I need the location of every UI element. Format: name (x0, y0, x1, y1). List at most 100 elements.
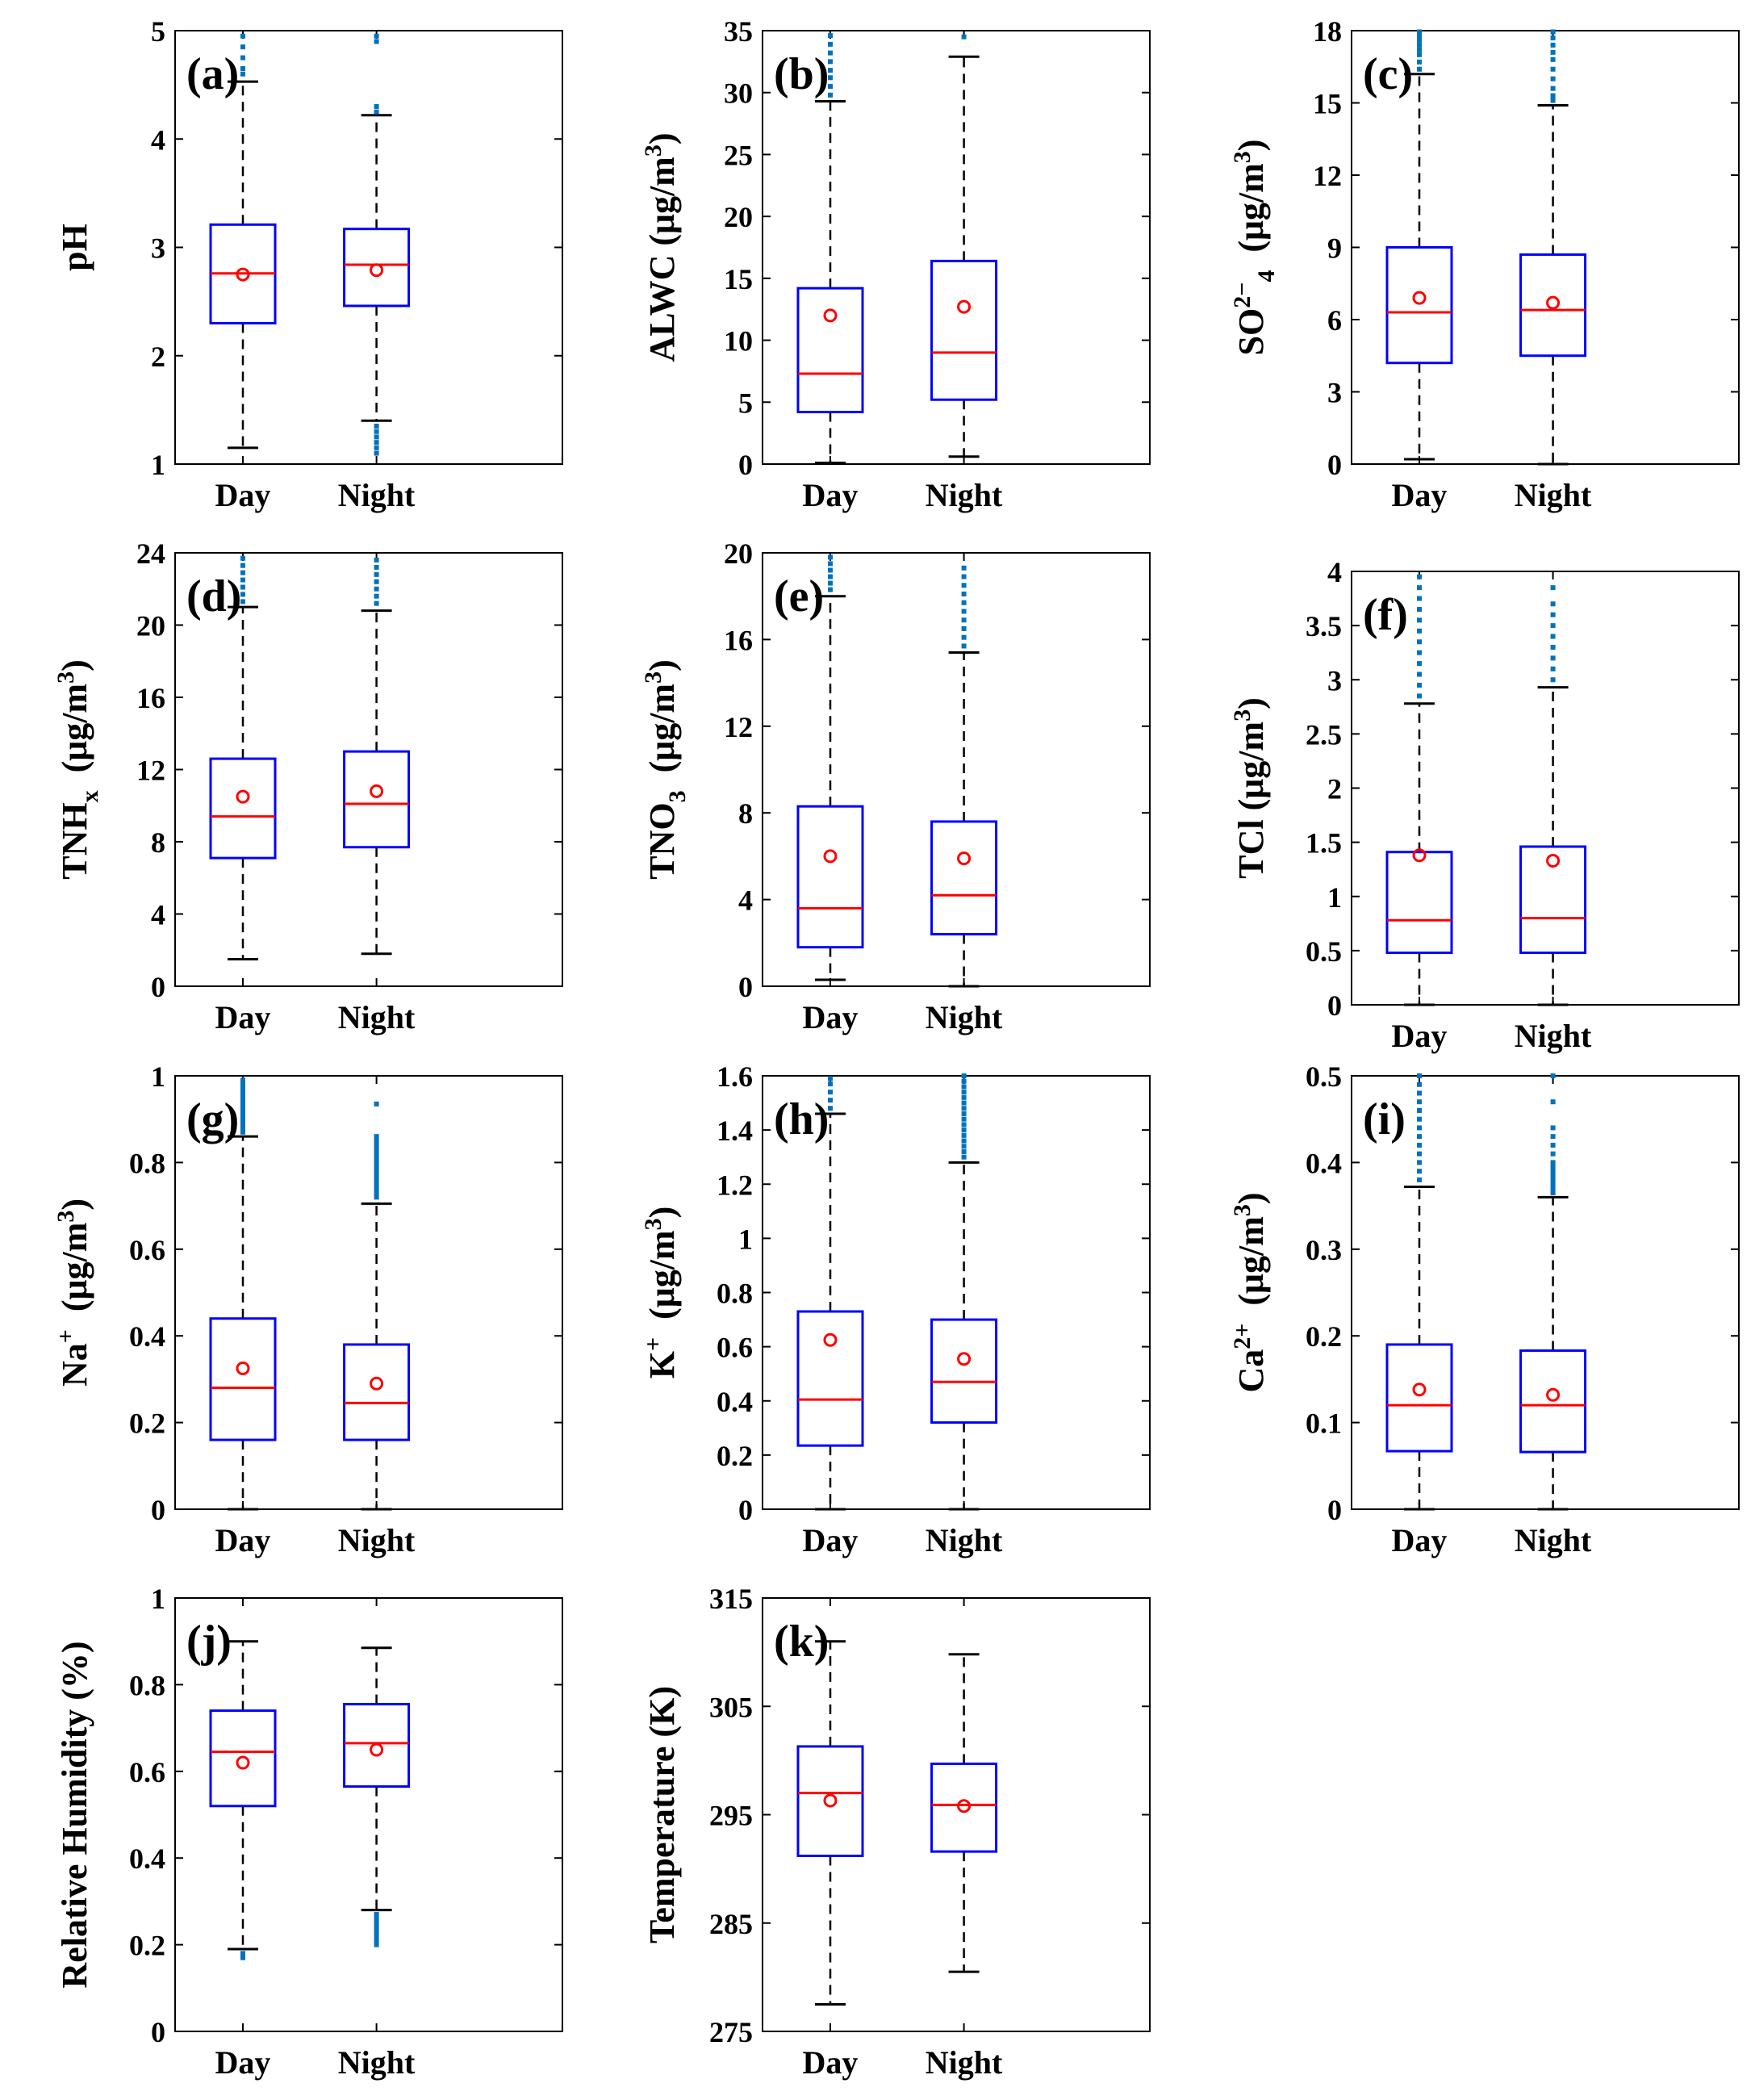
outlier-point (1550, 666, 1556, 671)
iqr-box (343, 750, 411, 849)
mean-marker (1412, 291, 1427, 305)
outlier-point (240, 570, 245, 575)
outlier-point (1417, 671, 1422, 677)
box-night (343, 557, 411, 956)
panel-a: 1 2 3 4 5 Day Night (a) pH (55, 15, 563, 513)
y-tick-label: 1 (151, 449, 165, 481)
outlier-point (961, 1094, 967, 1100)
y-tick-label: 0 (738, 971, 753, 1003)
outlier-point (374, 450, 379, 456)
outlier-point (961, 1116, 967, 1122)
y-tick-label: 25 (724, 139, 753, 171)
x-tick-label: Day (215, 477, 271, 513)
outlier-point (1550, 1099, 1556, 1105)
y-tick-label: 2.5 (1306, 718, 1342, 751)
box-day (209, 1077, 277, 1511)
y-tick-label: 18 (1313, 15, 1342, 48)
outlier-point (374, 1169, 379, 1174)
y-axis-label: Ca2+ (μg/m3) (1229, 1192, 1271, 1392)
outlier-point (961, 1078, 967, 1084)
x-tick-label: Day (215, 2044, 271, 2081)
panel-b: 0 5 10 15 20 25 30 35 Day Night (b) ALWC (μg/m3) (640, 15, 1151, 513)
outlier-point (1417, 66, 1422, 72)
outlier-point (1550, 1134, 1556, 1140)
outlier-point (374, 440, 379, 446)
plot-frame (762, 1597, 1151, 2032)
box-night (343, 1646, 411, 1947)
y-tick-label: 30 (724, 77, 753, 110)
outlier-point (1550, 655, 1556, 661)
x-tick-label: Night (926, 1522, 1003, 1558)
outlier-point (1550, 634, 1556, 639)
outlier-point (961, 1084, 967, 1090)
outlier-point (1550, 56, 1556, 62)
outlier-point (1550, 1073, 1556, 1078)
outlier-point (240, 55, 245, 61)
outlier-point (1417, 693, 1422, 699)
mean-marker (1546, 1387, 1561, 1402)
y-tick-label: 12 (724, 711, 753, 743)
outlier-point (240, 1094, 245, 1100)
outlier-point (374, 579, 379, 584)
outlier-point (240, 1099, 245, 1105)
y-tick-label: 1.5 (1306, 827, 1342, 860)
plot-frame (762, 552, 1151, 987)
plot-frame (1351, 1075, 1740, 1510)
outlier-point (240, 577, 245, 583)
outlier-point (1550, 1173, 1556, 1178)
outlier-point (374, 1912, 379, 1918)
box-night (1519, 585, 1587, 1006)
outlier-point (1417, 639, 1422, 645)
outlier-point (961, 625, 967, 631)
y-tick-label: 0.2 (129, 1408, 165, 1440)
outlier-point (1417, 1116, 1422, 1122)
outlier-point (828, 1076, 833, 1081)
outlier-point (828, 1090, 833, 1095)
outlier-point (1417, 617, 1422, 623)
outlier-point (240, 71, 245, 77)
outlier-point (374, 1920, 379, 1926)
x-tick-label: Day (215, 999, 271, 1035)
outlier-point (961, 1100, 967, 1106)
outlier-point (1550, 612, 1556, 617)
outlier-point (374, 1916, 379, 1922)
x-tick-label: Night (926, 477, 1003, 513)
iqr-box (1385, 851, 1453, 955)
y-tick-label: 3 (151, 232, 165, 265)
y-tick-label: 0.2 (717, 1440, 753, 1472)
y-tick-label: 0.5 (1306, 1060, 1342, 1093)
panel-label: (i) (1363, 1094, 1406, 1144)
iqr-box (209, 757, 277, 860)
iqr-box (930, 1318, 998, 1424)
mean-marker (1412, 848, 1427, 863)
panel-label: (d) (186, 571, 241, 621)
y-tick-label: 0.2 (129, 1930, 165, 1962)
outlier-point (374, 33, 379, 39)
outlier-point (1417, 29, 1422, 35)
outlier-point (374, 1156, 379, 1161)
outlier-point (961, 1106, 967, 1111)
box-night (930, 1653, 998, 1973)
x-tick-label: Day (803, 2044, 859, 2081)
outlier-point (1417, 1160, 1422, 1165)
box-night (930, 1073, 998, 1511)
outlier-point (240, 33, 245, 39)
plot-frame (174, 1075, 563, 1510)
outlier-point (374, 1186, 379, 1191)
iqr-box (796, 1310, 864, 1447)
outlier-point (374, 586, 379, 592)
y-tick-label: 8 (151, 826, 165, 859)
outlier-point (1417, 606, 1422, 612)
outlier-point (828, 587, 833, 592)
outlier-point (1417, 1107, 1422, 1113)
outlier-point (1550, 1182, 1556, 1187)
outlier-point (240, 1077, 245, 1083)
box-night (1519, 1073, 1587, 1511)
y-tick-label: 0.4 (129, 1320, 165, 1353)
plot-frame (1351, 571, 1740, 1006)
panel-f: 0 0.5 1 1.5 2 2.5 3 3.5 4 Day Night (f) TCl (μg/m3) (1229, 556, 1740, 1054)
box-day (796, 1640, 864, 2006)
outlier-point (374, 1190, 379, 1195)
y-tick-label: 20 (136, 610, 165, 642)
outlier-point (1550, 1125, 1556, 1131)
